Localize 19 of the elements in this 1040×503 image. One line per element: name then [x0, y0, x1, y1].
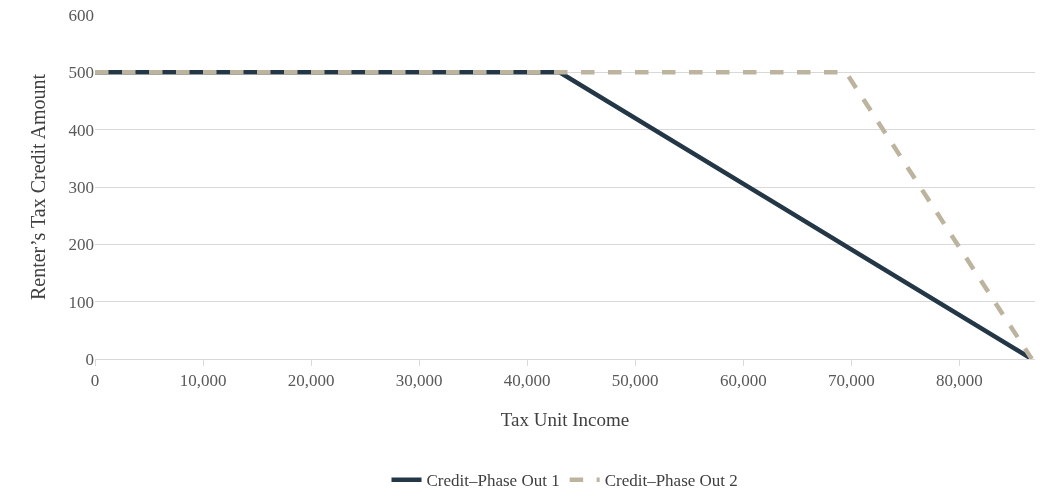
- y-tick-label: 600: [68, 5, 94, 25]
- x-tick-label: 40,000: [503, 371, 551, 391]
- x-tick-label: 80,000: [935, 371, 983, 391]
- x-tick-label: 60,000: [719, 371, 767, 391]
- y-tick-label: 200: [68, 235, 94, 255]
- y-tick-label: 100: [68, 292, 94, 312]
- y-tick-label: 400: [68, 120, 94, 140]
- legend-label: Credit–Phase Out 2: [604, 471, 738, 491]
- y-tick-label: 300: [68, 177, 94, 197]
- y-tick-label: 500: [68, 63, 94, 83]
- x-tick-label: 10,000: [179, 371, 227, 391]
- y-axis-title: Renter’s Tax Credit Amount: [27, 73, 49, 301]
- x-tick-label: 30,000: [395, 371, 443, 391]
- y-tick-label: 0: [85, 349, 94, 369]
- x-axis-title: Tax Unit Income: [500, 409, 630, 430]
- legend-label: Credit–Phase Out 1: [426, 471, 560, 491]
- x-tick-label: 20,000: [287, 371, 335, 391]
- x-tick-label: 50,000: [611, 371, 659, 391]
- x-tick-label: 70,000: [827, 371, 875, 391]
